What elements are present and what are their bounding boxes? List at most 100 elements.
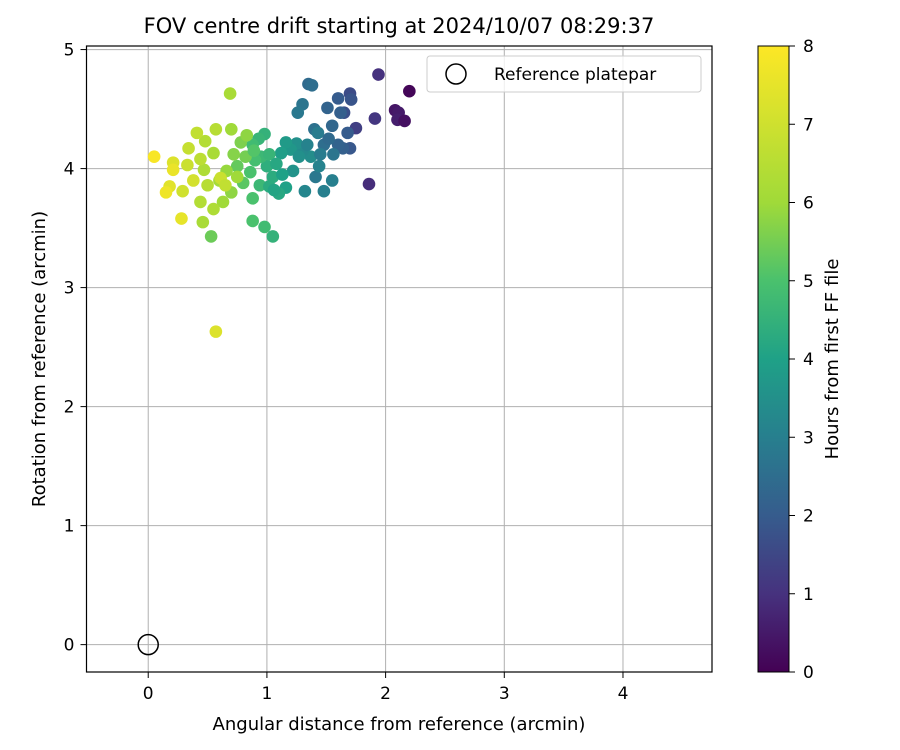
x-axis-label: Angular distance from reference (arcmin) (213, 714, 586, 735)
data-point (194, 195, 207, 209)
plot-frame (85, 45, 713, 673)
data-point (240, 128, 254, 142)
grid-lines (86, 46, 712, 672)
data-point (266, 230, 280, 243)
data-point (246, 214, 259, 228)
data-point (166, 163, 180, 177)
x-tick-label: 4 (618, 684, 629, 704)
data-point (403, 84, 416, 98)
data-point (209, 123, 223, 136)
chart-title: FOV centre drift starting at 2024/10/07 … (144, 14, 655, 38)
data-point (276, 168, 289, 181)
data-point (176, 184, 189, 198)
y-tick-label: 5 (64, 41, 75, 61)
y-tick-label: 1 (64, 517, 75, 537)
data-point (230, 159, 244, 173)
data-point (227, 148, 240, 161)
data-point (298, 184, 312, 198)
data-point (317, 184, 331, 198)
data-point (225, 123, 238, 136)
data-point (331, 138, 345, 152)
data-point (247, 144, 261, 158)
x-tick-label: 0 (143, 684, 154, 704)
data-point (286, 164, 300, 178)
data-point (243, 165, 257, 179)
data-point (267, 183, 281, 197)
y-tick-label: 4 (64, 160, 75, 180)
colorbar-tick-label: 6 (803, 194, 814, 214)
data-point (341, 126, 354, 140)
data-point (362, 177, 376, 191)
data-point (292, 150, 306, 163)
data-point (322, 132, 335, 146)
legend-box (426, 55, 702, 93)
colorbar-tick-label: 2 (803, 507, 814, 527)
data-point (344, 93, 358, 106)
data-points (147, 68, 416, 338)
data-point (398, 114, 411, 128)
data-point (321, 101, 334, 115)
colorbar-tick-label: 4 (803, 350, 814, 370)
data-point (331, 92, 345, 105)
y-tick-label: 2 (64, 398, 75, 418)
colorbar-tick-label: 8 (803, 37, 814, 57)
data-point (325, 119, 339, 133)
x-tick-label: 1 (261, 684, 272, 704)
data-point (194, 152, 207, 166)
legend-marker-icon (445, 63, 467, 85)
reference-platepar-marker (137, 633, 159, 656)
data-point (279, 136, 293, 149)
data-point (260, 159, 274, 173)
data-point (197, 163, 211, 177)
colorbar-tick-label: 1 (803, 585, 814, 605)
data-point (207, 202, 220, 216)
colorbar-label: Hours from first FF file (822, 259, 843, 460)
data-point (334, 106, 347, 119)
data-point (216, 195, 230, 209)
colorbar: 0 1 2 3 4 5 6 7 8 Hours from first FF file (757, 37, 843, 683)
colorbar-gradient (757, 45, 790, 673)
data-point (305, 78, 319, 92)
y-tick-label: 3 (64, 279, 75, 299)
data-point (309, 170, 322, 184)
data-point (204, 230, 218, 243)
data-point (291, 106, 305, 119)
data-point (175, 212, 188, 225)
x-tick-label: 3 (499, 684, 510, 704)
x-tick-label: 2 (380, 684, 391, 704)
data-point (196, 215, 210, 229)
data-point (147, 150, 161, 163)
data-point (258, 220, 271, 234)
data-point (187, 174, 200, 187)
data-point (246, 192, 259, 205)
data-point (325, 174, 339, 187)
legend-label: Reference platepar (494, 65, 656, 85)
data-point (209, 325, 223, 338)
data-point (270, 157, 283, 171)
data-point (159, 186, 173, 199)
data-point (190, 126, 204, 140)
data-point (219, 178, 232, 192)
data-point (327, 148, 340, 161)
data-point (198, 134, 212, 148)
data-point (230, 170, 244, 184)
data-point (372, 68, 385, 81)
y-axis-label: Rotation from reference (arcmin) (29, 211, 50, 507)
legend: Reference platepar (426, 55, 702, 93)
data-point (312, 159, 326, 173)
data-point (253, 178, 267, 192)
data-point (311, 126, 325, 140)
colorbar-tick-label: 5 (803, 272, 814, 292)
y-tick-label: 0 (64, 636, 75, 656)
data-point (266, 170, 280, 184)
data-point (201, 178, 214, 192)
y-axis-ticks: 0 1 2 3 4 5 (64, 41, 87, 656)
data-point (274, 146, 288, 160)
data-point (207, 146, 220, 160)
data-point (181, 158, 194, 172)
x-axis-ticks: 0 1 2 3 4 (143, 672, 629, 704)
data-point (300, 138, 314, 152)
colorbar-ticks: 0 1 2 3 4 5 6 7 8 (789, 37, 814, 683)
colorbar-tick-label: 7 (803, 115, 814, 135)
